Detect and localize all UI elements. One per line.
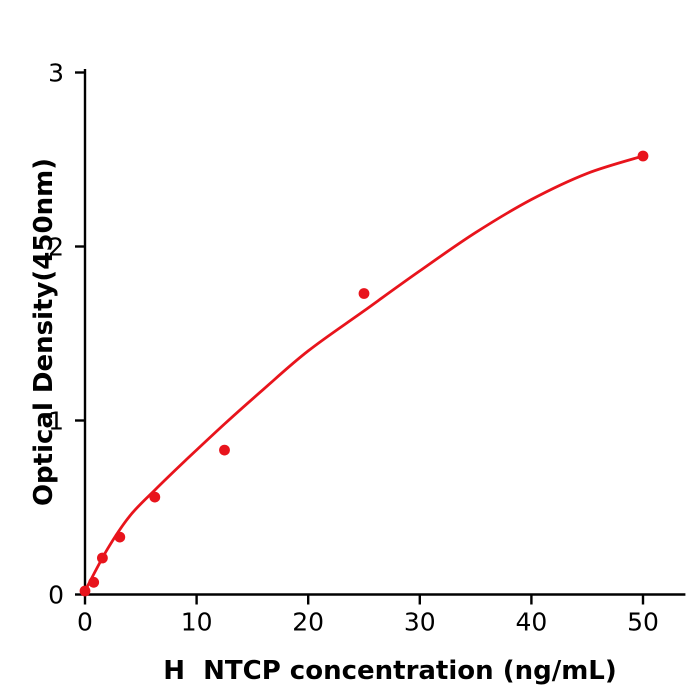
data-point (79, 585, 91, 597)
x-tick-label: 40 (515, 608, 547, 637)
data-point (97, 552, 108, 564)
y-tick-label: 0 (48, 581, 64, 610)
y-tick-label: 2 (48, 233, 64, 262)
fitted-curve-line (83, 154, 645, 593)
data-point (637, 150, 649, 162)
data-points-group (79, 150, 649, 597)
x-tick-label: 30 (404, 608, 436, 637)
data-point (358, 288, 370, 299)
x-tick-label: 0 (77, 608, 93, 637)
data-point (219, 444, 230, 456)
x-tick-label: 50 (627, 608, 659, 637)
data-point (114, 531, 126, 543)
axis-spines (83, 69, 686, 596)
data-point (149, 491, 161, 503)
x-tick-label: 10 (181, 608, 213, 637)
axis-ticks (75, 71, 645, 605)
y-axis-title: Optical Density(450nm) (29, 158, 59, 506)
y-tick-label: 1 (48, 407, 64, 436)
y-tick-label: 3 (48, 59, 64, 88)
axis-tick-labels: 0 10 20 30 40 50 0 1 2 3 (48, 59, 659, 637)
x-axis-title: H NTCP concentration (ng/mL) (163, 656, 617, 686)
x-tick-label: 20 (292, 608, 324, 637)
data-point (88, 576, 100, 588)
